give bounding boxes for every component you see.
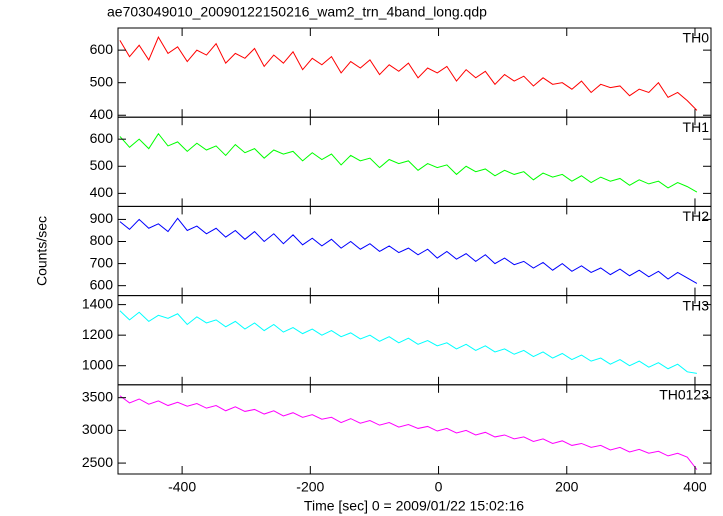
x-tick-label: -200 <box>296 479 324 495</box>
panel-frame <box>117 205 712 297</box>
panel-frame <box>117 116 712 207</box>
y-tick-label: 3000 <box>82 421 113 437</box>
y-tick-label: 600 <box>90 41 114 57</box>
x-tick-label: -400 <box>168 479 196 495</box>
y-tick-label: 1200 <box>82 326 113 342</box>
y-tick-label: 500 <box>90 157 114 173</box>
y-axis-label: Counts/sec <box>34 216 50 286</box>
y-tick-label: 400 <box>90 184 114 200</box>
y-tick-label: 1000 <box>82 356 113 372</box>
light-curve <box>119 132 698 193</box>
light-curve <box>119 395 698 470</box>
x-tick-label: 200 <box>555 479 579 495</box>
y-tick-label: 3500 <box>82 388 113 404</box>
y-tick-label: 700 <box>90 254 114 270</box>
x-axis-label: Time [sec] 0 = 2009/01/22 15:02:16 <box>304 498 524 514</box>
y-tick-label: 900 <box>90 210 114 226</box>
light-curve <box>119 36 698 111</box>
y-tick-label: 600 <box>90 276 114 292</box>
y-tick-label: 800 <box>90 232 114 248</box>
panel-frame <box>117 295 712 386</box>
panel-label: TH0123 <box>659 387 709 403</box>
light-curve <box>119 217 698 284</box>
y-tick-label: 1400 <box>82 295 113 311</box>
light-curve <box>119 310 697 374</box>
y-tick-label: 500 <box>90 73 114 89</box>
panel-label: TH1 <box>683 119 710 135</box>
panel-label: TH2 <box>683 208 710 224</box>
x-tick-label: 400 <box>683 479 707 495</box>
panel-label: TH3 <box>683 297 710 313</box>
y-tick-label: 2500 <box>82 454 113 470</box>
panel-label: TH0 <box>683 30 710 46</box>
x-tick-label: 0 <box>435 479 443 495</box>
y-tick-label: 600 <box>90 130 114 146</box>
y-tick-label: 400 <box>90 106 114 122</box>
chart-title: ae703049010_20090122150216_wam2_trn_4ban… <box>107 4 487 20</box>
panel-frame <box>117 384 712 475</box>
